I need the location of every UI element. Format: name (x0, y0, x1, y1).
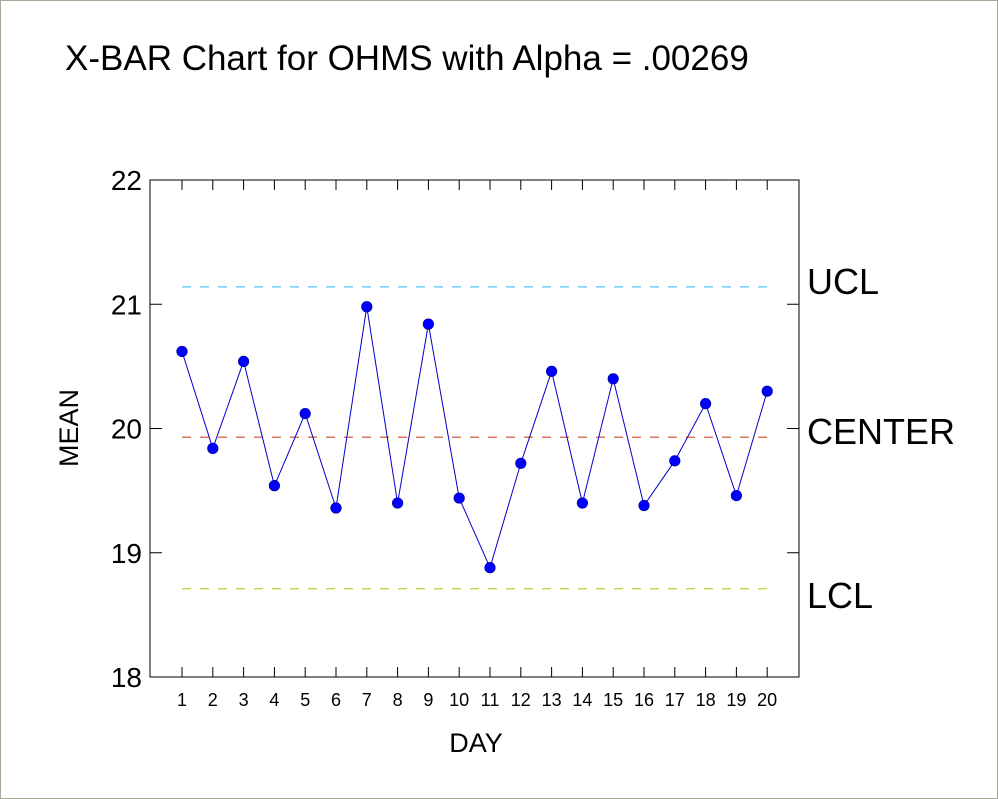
data-point-day-3 (238, 355, 250, 368)
data-point-day-17 (669, 455, 681, 467)
data-point-day-13 (545, 365, 558, 377)
x-tick-label-14: 14 (572, 690, 592, 710)
data-point-day-8 (391, 497, 404, 509)
data-point-day-6 (330, 502, 342, 514)
y-tick-label-22: 22 (111, 165, 142, 196)
x-axis-label: DAY (449, 728, 503, 758)
x-tick-label-9: 9 (423, 690, 433, 710)
x-tick-label-10: 10 (449, 690, 469, 710)
series-line (181, 306, 768, 570)
data-point-day-12 (515, 457, 527, 469)
lcl-label: LCL (807, 575, 873, 616)
x-tick-label-1: 1 (177, 690, 187, 710)
y-axis-label: MEAN (54, 389, 84, 467)
series-mean (176, 301, 773, 574)
plot-area (149, 179, 800, 678)
data-point-day-11 (484, 562, 496, 574)
x-tick-label-13: 13 (542, 690, 562, 710)
x-tick-label-18: 18 (696, 690, 716, 710)
control-lines: UCL CENTER LCL (182, 261, 955, 616)
x-tick-label-12: 12 (511, 690, 531, 710)
data-point-day-5 (299, 407, 311, 420)
data-point-day-10 (453, 492, 465, 504)
x-tick-label-8: 8 (393, 690, 403, 710)
x-tick-label-6: 6 (331, 690, 341, 710)
y-tick-label-19: 19 (111, 538, 142, 569)
data-point-day-7 (361, 301, 373, 313)
x-tick-label-7: 7 (362, 690, 372, 710)
x-tick-label-3: 3 (239, 690, 249, 710)
x-tick-label-17: 17 (665, 690, 685, 710)
data-point-day-18 (699, 398, 712, 410)
data-point-day-14 (576, 497, 589, 509)
y-tick-label-20: 20 (111, 414, 142, 445)
x-tick-label-5: 5 (300, 690, 310, 710)
chart-title: X-BAR Chart for OHMS with Alpha = .00269 (65, 39, 749, 78)
x-tick-label-11: 11 (481, 690, 500, 710)
data-point-day-20 (761, 385, 773, 397)
y-axis-ticks: 18 19 20 21 22 (111, 165, 799, 693)
y-tick-label-21: 21 (111, 289, 142, 320)
x-tick-label-4: 4 (269, 690, 279, 710)
center-label: CENTER (807, 411, 955, 452)
x-tick-label-16: 16 (634, 690, 654, 710)
x-tick-label-15: 15 (603, 690, 623, 710)
x-tick-label-20: 20 (757, 690, 777, 710)
x-axis-ticks: 1 2 3 4 5 6 7 8 9 10 11 12 13 14 15 16 17 18 19 20 (177, 180, 777, 710)
x-tick-label-19: 19 (726, 690, 746, 710)
x-tick-label-2: 2 (208, 690, 218, 710)
data-point-day-1 (176, 345, 188, 358)
ucl-label: UCL (807, 261, 879, 302)
data-point-day-9 (422, 318, 434, 330)
data-point-day-16 (638, 499, 650, 512)
data-point-day-19 (730, 489, 743, 502)
data-point-day-2 (207, 442, 219, 454)
y-tick-label-18: 18 (111, 662, 142, 693)
data-point-day-15 (607, 373, 619, 385)
data-point-day-4 (268, 480, 280, 492)
